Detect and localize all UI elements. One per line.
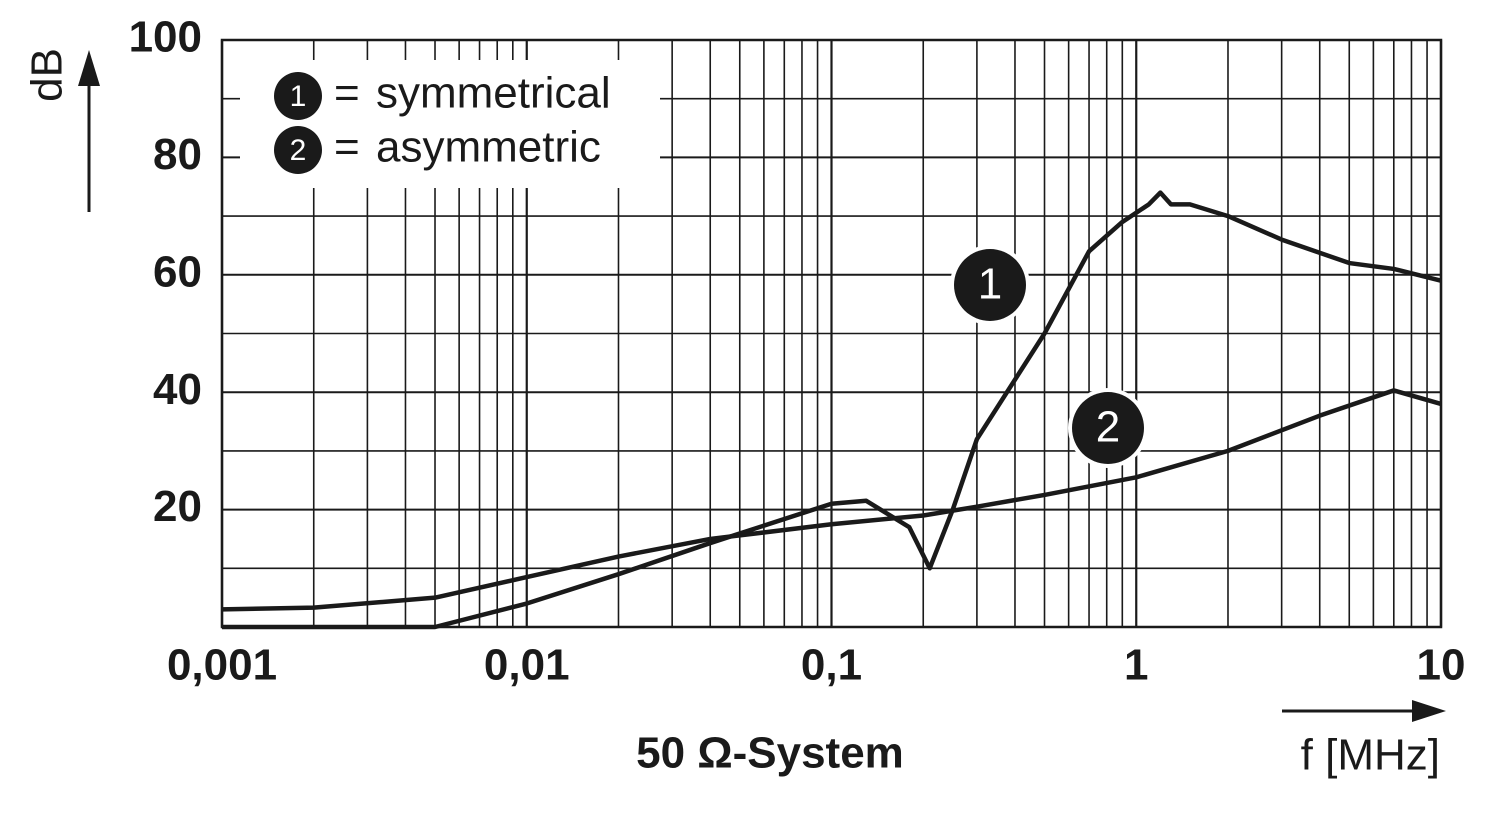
y-tick-label: 60 xyxy=(153,247,202,296)
plot-frame xyxy=(220,38,1443,629)
legend-sep: = xyxy=(334,69,360,118)
y-axis-label: dB xyxy=(23,48,72,102)
legend-marker: 1 xyxy=(290,80,307,113)
x-axis-arrowhead xyxy=(1412,700,1446,722)
series-annotation: 2 xyxy=(1096,403,1120,452)
y-tick-label: 40 xyxy=(153,365,202,414)
legend-marker-circle xyxy=(274,126,322,174)
legend-label: asymmetric xyxy=(376,123,601,172)
x-tick-label: 0,1 xyxy=(801,641,862,690)
y-tick-label: 20 xyxy=(153,482,202,531)
subtitle: 50 Ω-System xyxy=(636,729,904,778)
y-axis-arrowhead xyxy=(78,50,100,86)
legend-sep: = xyxy=(334,123,360,172)
legend-label: symmetrical xyxy=(376,69,611,118)
series-annotation-circle xyxy=(1072,392,1144,464)
x-tick-label: 0,001 xyxy=(167,641,277,690)
x-axis-label: f [MHz] xyxy=(1301,731,1440,780)
y-tick-label: 80 xyxy=(153,130,202,179)
legend-marker-circle xyxy=(274,72,322,120)
legend-marker: 2 xyxy=(290,134,307,167)
x-tick-label: 1 xyxy=(1124,641,1148,690)
x-tick-label: 0,01 xyxy=(484,641,570,690)
series-annotation: 1 xyxy=(978,260,1002,309)
line-series xyxy=(222,190,1442,630)
line-series xyxy=(221,388,1442,612)
series-annotation-circle xyxy=(954,249,1026,321)
y-tick-label: 100 xyxy=(129,13,202,62)
x-tick-label: 10 xyxy=(1417,641,1466,690)
